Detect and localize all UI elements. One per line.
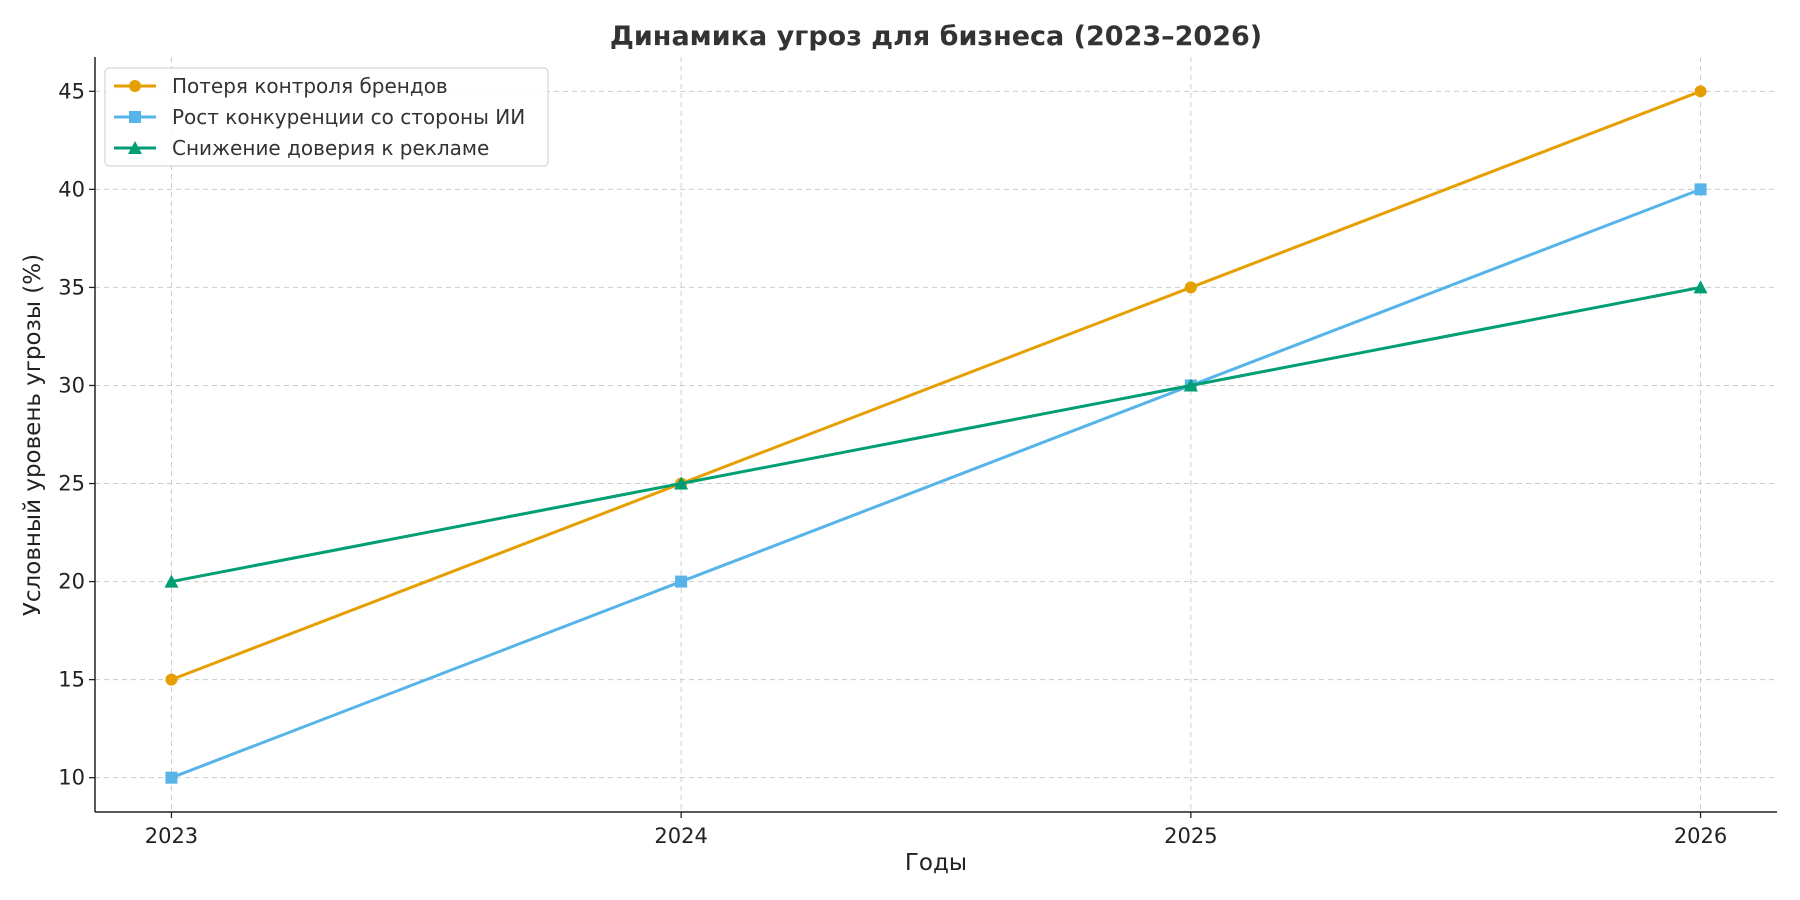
y-tick-label: 30: [58, 373, 85, 397]
legend-label: Потеря контроля брендов: [172, 74, 448, 98]
series-group: [164, 85, 1708, 784]
y-axis-label: Условный уровень угрозы (%): [20, 254, 46, 616]
data-point: [164, 574, 179, 588]
data-point: [674, 476, 689, 490]
x-tick-label: 2023: [145, 824, 198, 848]
data-point: [165, 771, 178, 784]
data-point: [1693, 280, 1708, 294]
chart-title: Динамика угроз для бизнеса (2023–2026): [610, 21, 1262, 52]
legend-marker: [129, 80, 141, 92]
data-point: [675, 575, 688, 588]
data-point: [165, 673, 178, 686]
data-point: [1694, 183, 1707, 196]
legend: Потеря контроля брендов Рост конкуренции …: [104, 67, 549, 167]
series-line: [170, 89, 1702, 682]
x-axis-label: Годы: [905, 850, 967, 876]
x-tick-label: 2026: [1674, 824, 1727, 848]
x-tick-label: 2025: [1164, 824, 1217, 848]
legend-label: Снижение доверия к рекламе: [172, 136, 489, 160]
y-tick-label: 35: [58, 275, 85, 299]
y-tick-label: 10: [58, 766, 85, 790]
y-tick-label: 15: [58, 668, 85, 692]
y-tick-label: 20: [58, 570, 85, 594]
data-point: [1184, 281, 1197, 294]
series-line: [170, 187, 1702, 780]
legend-label: Рост конкуренции со стороны ИИ: [172, 105, 525, 129]
series-line: [171, 285, 1701, 584]
y-tick-label: 40: [58, 177, 85, 201]
legend-box: [104, 67, 549, 167]
series-2: [164, 280, 1708, 588]
legend-marker: [129, 111, 141, 123]
y-tick-label: 45: [58, 79, 85, 103]
x-tick-label: 2024: [654, 824, 707, 848]
legend-marker: [128, 141, 142, 154]
data-point: [1183, 378, 1198, 392]
data-point: [1694, 85, 1707, 98]
y-tick-label: 25: [58, 472, 85, 496]
